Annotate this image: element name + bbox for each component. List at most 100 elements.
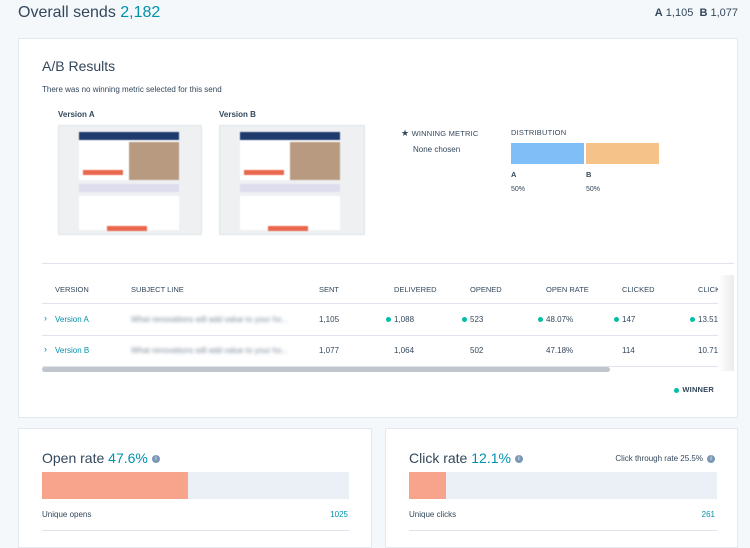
page: Overall sends 2,182 A 1,105 B 1,077 A/B … xyxy=(18,4,738,548)
a-value: 1,105 xyxy=(665,7,694,19)
table-cell: 1,064 xyxy=(394,346,414,355)
scroll-shadow xyxy=(718,275,734,371)
column-header: VERSION xyxy=(55,285,89,294)
distribution: A 50% B 50% xyxy=(511,143,661,203)
winner-dot xyxy=(538,317,543,323)
distribution-label: DISTRIBUTION xyxy=(511,128,567,137)
split-counts: A 1,105 B 1,077 xyxy=(655,7,738,19)
overall-sends: Overall sends 2,182 xyxy=(18,4,160,22)
rate-track xyxy=(42,472,349,499)
value: 12.1% xyxy=(471,450,511,466)
cell-text: What renovations will add value to your … xyxy=(131,315,288,324)
version-link[interactable]: Version B xyxy=(55,346,89,355)
expand-chevron[interactable]: › xyxy=(44,313,47,323)
version-label: Version B xyxy=(219,110,256,119)
cell-text: 1,064 xyxy=(394,346,415,355)
table-cell: 10.71% xyxy=(698,346,718,355)
value: 47.6% xyxy=(108,450,148,466)
table-cell: 48.07% xyxy=(538,315,573,324)
table-cell: 1,105 xyxy=(319,315,339,324)
winner-dot xyxy=(386,317,391,323)
table-cell: 147 xyxy=(614,315,635,324)
b-label: B xyxy=(699,7,708,19)
distribution-share: 50% xyxy=(511,186,526,193)
rate-bar xyxy=(42,472,189,499)
label: Click rate xyxy=(409,450,468,466)
version-label: Version A xyxy=(58,110,95,119)
cell-text: 502 xyxy=(470,346,484,355)
table-cell: 523 xyxy=(462,315,483,324)
cell-text: 114 xyxy=(622,346,635,355)
distribution-name: A xyxy=(511,170,517,179)
legend-text: WINNER xyxy=(682,385,714,394)
table-cell: 1,088 xyxy=(386,315,414,324)
a-label: A xyxy=(654,7,663,19)
results-table: VERSION SUBJECT LINE SENT DELIVERED OPENED OP… xyxy=(42,264,718,374)
rate-bar xyxy=(409,472,447,499)
table-cell: 13.51% xyxy=(690,315,718,324)
distribution-bar xyxy=(511,143,584,164)
cell-text: 147 xyxy=(622,315,636,324)
click-rate-card: Click rate 12.1% i Click through rate 25.… xyxy=(385,428,738,548)
column-header: OPEN RATE xyxy=(546,285,589,294)
email-preview xyxy=(58,125,202,235)
row-divider xyxy=(42,366,718,367)
metric-title: Click rate 12.1% i xyxy=(409,450,523,466)
table-cell: 114 xyxy=(622,346,635,355)
text: Click through rate 25.5% xyxy=(615,454,703,463)
card-title: A/B Results xyxy=(42,58,116,74)
scrollbar[interactable] xyxy=(42,367,610,372)
column-header: DELIVERED xyxy=(394,285,437,294)
cell-text: 523 xyxy=(470,315,484,324)
click-through: Click through rate 25.5% i xyxy=(615,454,715,463)
metric-name: Unique clicks xyxy=(409,510,457,519)
winner-dot xyxy=(690,317,695,323)
distribution-name: B xyxy=(586,170,592,179)
rate-track xyxy=(409,472,717,499)
divider xyxy=(42,530,349,531)
metric-title: Open rate 47.6% i xyxy=(42,450,160,466)
distribution-bar xyxy=(586,143,659,164)
column-header: SENT xyxy=(319,285,340,294)
table-cell: 47.18% xyxy=(546,346,573,355)
table-cell: What renovations will add value to your … xyxy=(131,315,288,324)
winner-legend: WINNER xyxy=(674,385,714,394)
header-divider xyxy=(42,303,718,304)
note: There was no winning metric selected for… xyxy=(42,85,222,94)
cell-text: 10.71% xyxy=(698,346,718,355)
ab-card: A/B Results There was no winning metric … xyxy=(18,38,738,418)
row-divider xyxy=(42,335,718,336)
b-value: 1,077 xyxy=(710,7,738,19)
title: Overall sends xyxy=(18,4,116,21)
distribution-share: 50% xyxy=(586,186,601,193)
winner-dot xyxy=(462,317,467,323)
column-header: CLICK RATE xyxy=(698,285,718,294)
expand-chevron[interactable]: › xyxy=(44,344,47,354)
table-cell: 502 xyxy=(470,346,483,355)
column-header: OPENED xyxy=(470,285,502,294)
column-header: CLICKED xyxy=(622,285,655,294)
cell-text: 48.07% xyxy=(546,315,574,324)
label: WINNING METRIC xyxy=(411,129,479,138)
divider xyxy=(409,530,717,531)
winning-metric-label: ★ WINNING METRIC xyxy=(401,128,479,138)
winning-metric-value: None chosen xyxy=(413,145,461,154)
cell-text: 1,077 xyxy=(319,346,340,355)
open-rate-card: Open rate 47.6% i Unique opens 1025 xyxy=(18,428,372,548)
cell-text: What renovations will add value to your … xyxy=(131,346,288,355)
version-link[interactable]: Version A xyxy=(55,315,89,324)
column-header: SUBJECT LINE xyxy=(131,285,184,294)
divider xyxy=(42,263,734,264)
cell-text: 1,105 xyxy=(319,315,340,324)
table-cell: What renovations will add value to your … xyxy=(131,346,288,355)
cell-text: 1,088 xyxy=(394,315,415,324)
cell-text: Version A xyxy=(55,315,89,324)
winner-dot xyxy=(614,317,619,323)
metric-count: 261 xyxy=(701,510,715,519)
total: 2,182 xyxy=(120,4,161,21)
cell-text: 47.18% xyxy=(546,346,574,355)
metric-name: Unique opens xyxy=(42,510,92,519)
email-preview xyxy=(219,125,365,235)
metric-count: 1025 xyxy=(330,510,348,519)
cell-text: Version B xyxy=(55,346,90,355)
